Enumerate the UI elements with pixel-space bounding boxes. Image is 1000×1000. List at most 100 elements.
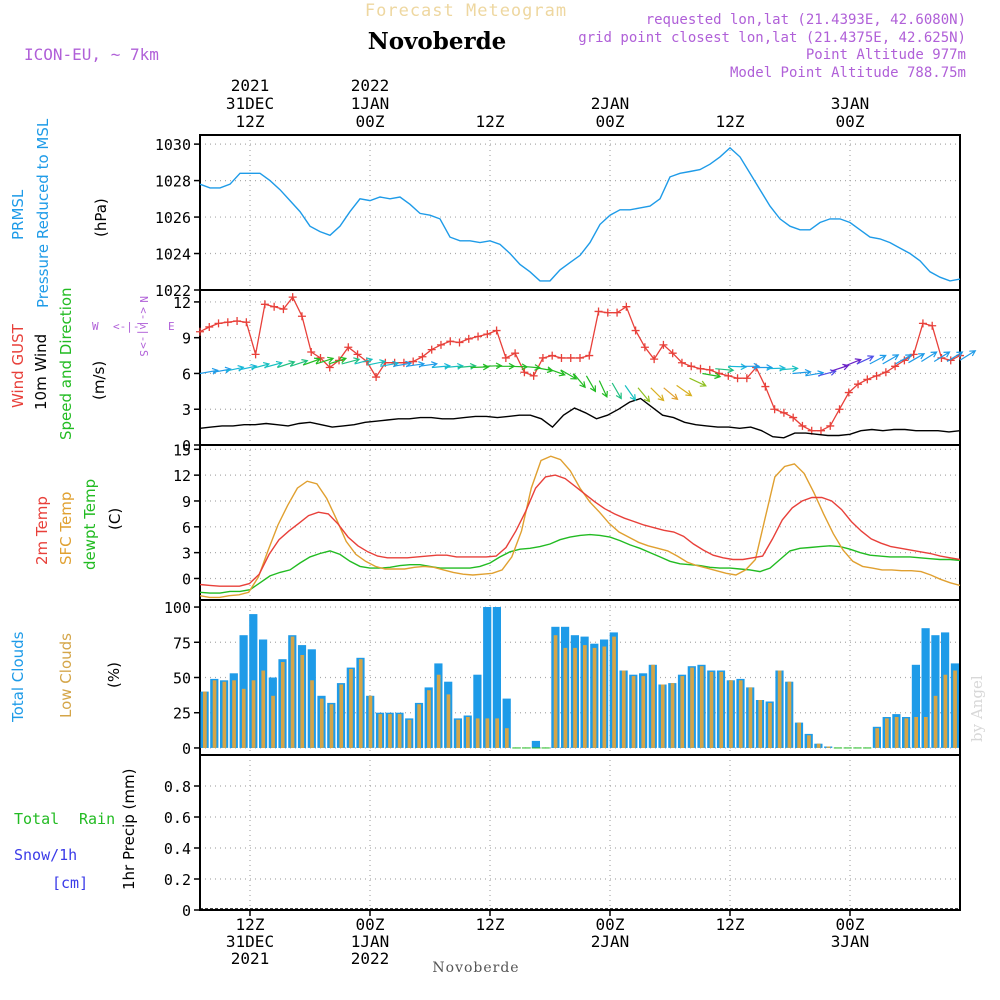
y-tick-label: 3 (182, 545, 191, 563)
compass-arrow-s: |-> (137, 329, 150, 349)
gust-marker (659, 340, 668, 349)
low-cloud-bar (300, 655, 305, 748)
wind-direction-arrow (212, 366, 232, 374)
wind-direction-arrow (946, 351, 964, 363)
compass-arrow-n: <-| (137, 307, 150, 327)
y-tick-label: 1022 (155, 282, 191, 300)
gust-marker (279, 305, 288, 314)
gust-marker (789, 413, 798, 422)
low-cloud-bar (729, 680, 733, 748)
low-cloud-bar (748, 687, 753, 748)
low-cloud-bar (758, 700, 763, 748)
total-cloud-bar (531, 740, 540, 748)
gust-marker (863, 375, 872, 384)
gust-marker (501, 353, 510, 362)
y-tick-label: 0 (182, 437, 191, 455)
location-title: Novoberde (368, 28, 507, 55)
gust-marker (557, 353, 566, 362)
pressure-unit: (hPa) (92, 198, 110, 237)
gust-marker (622, 302, 631, 311)
gust-marker (640, 343, 649, 352)
bottom-axis-label: 2021 (231, 949, 270, 968)
wind-direction-arrow (341, 357, 361, 365)
low-cloud-bar (719, 671, 724, 748)
wind-direction-arrow (921, 351, 938, 363)
wind-direction-arrow (637, 387, 651, 403)
low-cloud-bar (904, 718, 909, 748)
low-cloud-bar (875, 728, 879, 748)
clouds-label-a: Total Clouds (9, 631, 27, 723)
model-altitude: Model Point Altitude 788.75m (730, 65, 966, 81)
low-cloud-bar (709, 671, 714, 748)
top-axis-label: 00Z (356, 112, 385, 131)
wind-direction-arrow (585, 375, 597, 393)
top-axis-label: 12Z (476, 112, 505, 131)
gust-marker (687, 362, 696, 371)
gust-marker (538, 353, 547, 362)
low-cloud-bar (816, 743, 821, 748)
low-cloud-bar (417, 704, 421, 748)
low-cloud-bar (787, 681, 792, 748)
gust-marker (260, 300, 269, 309)
gust-marker (650, 355, 659, 364)
gust-marker (677, 358, 686, 367)
gust-marker (196, 327, 204, 336)
low-cloud-bar (583, 645, 587, 748)
gust-marker (446, 337, 455, 346)
compass-s: S (137, 350, 150, 357)
wind-direction-arrow (573, 373, 586, 389)
y-tick-label: 15 (173, 441, 191, 459)
low-cloud-bar (261, 670, 266, 748)
gust-marker (418, 352, 427, 361)
gust-marker (566, 353, 575, 362)
gust-marker (288, 293, 297, 302)
gust-marker (529, 371, 538, 380)
gust-marker (548, 351, 557, 360)
wind-direction-arrow (457, 362, 477, 370)
wind-label-b: 10m Wind (32, 334, 50, 410)
bottom-axis-label: 00Z (596, 915, 625, 934)
temp-panel-frame (199, 444, 961, 601)
wind-direction-arrow (933, 351, 951, 363)
wind-direction-arrow (431, 362, 452, 370)
low-cloud-bar (456, 719, 460, 748)
pressure-label-a: PRMSL (9, 189, 27, 240)
low-cloud-bar (358, 659, 363, 748)
wind-direction-arrow (290, 359, 309, 367)
low-cloud-bar (280, 662, 285, 748)
low-cloud-bar (310, 680, 314, 748)
low-cloud-bar (914, 717, 918, 748)
gust-marker (223, 318, 232, 327)
low-cloud-bar (475, 718, 480, 748)
wind-unit: (m/s) (90, 361, 108, 400)
cloud-bars (200, 607, 959, 749)
precip-unit: 1hr Precip (mm) (120, 769, 138, 890)
low-cloud-bar (485, 718, 490, 748)
total-cloud-bar (921, 628, 930, 748)
y-tick-label: 6 (182, 519, 191, 537)
y-tick-label: 6 (182, 365, 191, 383)
compass-n: N (137, 296, 150, 303)
y-tick-label: 9 (182, 493, 191, 511)
compass-icon: N <-| |-> S W <-|-> E (92, 296, 175, 357)
gust-marker (872, 371, 881, 380)
wind-direction-arrow (715, 366, 735, 374)
low-cloud-bar (349, 669, 353, 748)
total-cloud-bar (473, 674, 482, 748)
compass-arrows-we: <-|-> (113, 320, 146, 333)
precip-label-rain: Rain (79, 810, 115, 828)
wind-direction-arrow (418, 361, 439, 368)
wind-direction-arrow (663, 387, 679, 401)
top-axis-label: 12Z (236, 112, 265, 131)
sfc-temp-line (199, 455, 961, 599)
low-cloud-bar (466, 717, 470, 748)
gust-marker (696, 364, 705, 373)
low-cloud-bar (378, 714, 383, 748)
low-cloud-bar (807, 735, 811, 748)
low-cloud-bar (329, 704, 334, 748)
top-axis-label: 12Z (716, 112, 745, 131)
pressure-label-b: Pressure Reduced to MSL (34, 118, 52, 308)
wind-direction-arrow (753, 364, 774, 371)
gust-marker (826, 421, 835, 430)
compass-w: W (92, 320, 99, 333)
